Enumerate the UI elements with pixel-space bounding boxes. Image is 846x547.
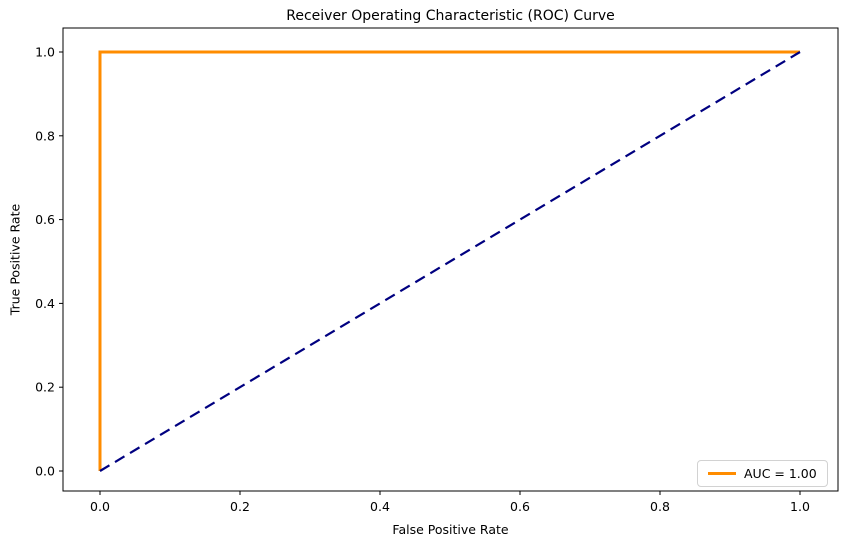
x-tick-label: 0.4 (370, 499, 390, 514)
x-tick-label: 1.0 (790, 499, 810, 514)
y-tick-label: 0.4 (35, 296, 55, 311)
y-tick-label: 1.0 (35, 45, 55, 60)
x-tick-label: 0.8 (650, 499, 670, 514)
legend: AUC = 1.00 (697, 460, 828, 487)
roc-curve-line (98, 50, 800, 471)
y-axis-label: True Positive Rate (7, 203, 23, 316)
legend-label: AUC = 1.00 (744, 466, 817, 481)
y-tick-label: 0.0 (35, 464, 55, 479)
legend-roc-line-sample (708, 472, 736, 475)
x-tick-label: 0.0 (90, 499, 110, 514)
x-tick-label: 0.6 (510, 499, 530, 514)
x-axis-label: False Positive Rate (392, 522, 509, 537)
x-tick-label: 0.2 (230, 499, 250, 514)
y-tick-label: 0.2 (35, 380, 55, 395)
chance-diagonal-line (99, 51, 801, 472)
chart-title: Receiver Operating Characteristic (ROC) … (286, 8, 615, 24)
y-tick-label: 0.6 (35, 212, 55, 227)
y-tick-label: 0.8 (35, 128, 55, 143)
plot-border (62, 27, 839, 492)
